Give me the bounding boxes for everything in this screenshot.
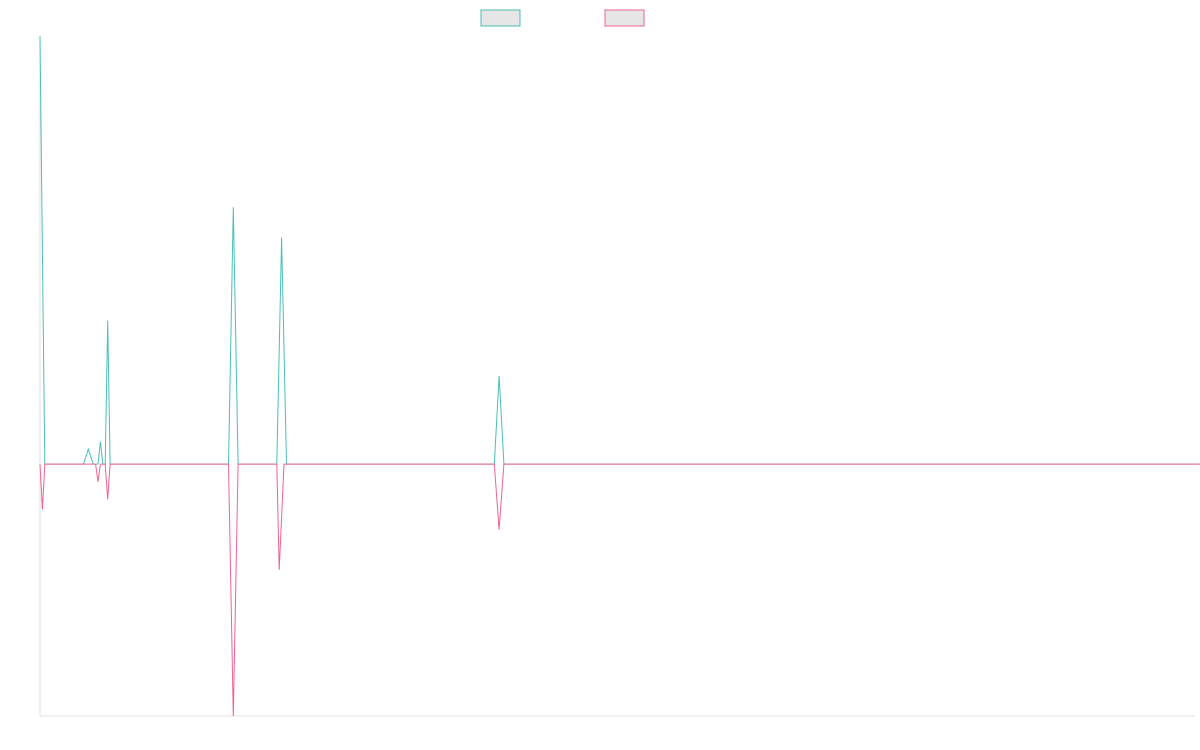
legend-swatch-2[interactable] [604,9,645,27]
series-line-2 [39,463,1200,717]
legend-swatch-1[interactable] [480,9,521,27]
axes [39,36,1195,717]
series-group [39,35,1200,717]
legend[interactable] [480,9,645,27]
series-line-1 [39,35,1200,465]
